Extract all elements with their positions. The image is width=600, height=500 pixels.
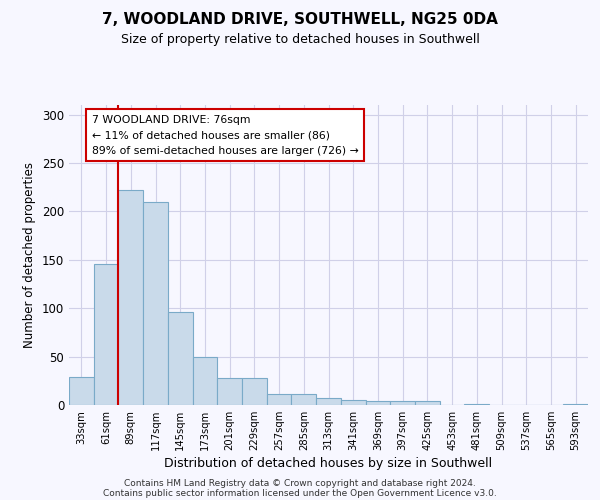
Text: 7, WOODLAND DRIVE, SOUTHWELL, NG25 0DA: 7, WOODLAND DRIVE, SOUTHWELL, NG25 0DA <box>102 12 498 28</box>
Bar <box>217 378 242 405</box>
Text: Contains HM Land Registry data © Crown copyright and database right 2024.: Contains HM Land Registry data © Crown c… <box>124 478 476 488</box>
Bar <box>563 404 588 405</box>
Y-axis label: Number of detached properties: Number of detached properties <box>23 162 37 348</box>
Bar <box>168 312 193 405</box>
Bar <box>193 356 217 405</box>
Bar <box>365 401 390 405</box>
Bar <box>292 394 316 405</box>
Text: 7 WOODLAND DRIVE: 76sqm
← 11% of detached houses are smaller (86)
89% of semi-de: 7 WOODLAND DRIVE: 76sqm ← 11% of detache… <box>92 114 358 156</box>
Bar <box>390 401 415 405</box>
Bar <box>242 378 267 405</box>
Bar <box>464 404 489 405</box>
Bar <box>316 398 341 405</box>
Bar <box>94 264 118 405</box>
Text: Contains public sector information licensed under the Open Government Licence v3: Contains public sector information licen… <box>103 488 497 498</box>
Bar <box>143 202 168 405</box>
Text: Size of property relative to detached houses in Southwell: Size of property relative to detached ho… <box>121 32 479 46</box>
Bar <box>341 400 365 405</box>
X-axis label: Distribution of detached houses by size in Southwell: Distribution of detached houses by size … <box>164 457 493 470</box>
Bar <box>415 401 440 405</box>
Bar <box>267 394 292 405</box>
Bar <box>69 377 94 405</box>
Bar <box>118 190 143 405</box>
